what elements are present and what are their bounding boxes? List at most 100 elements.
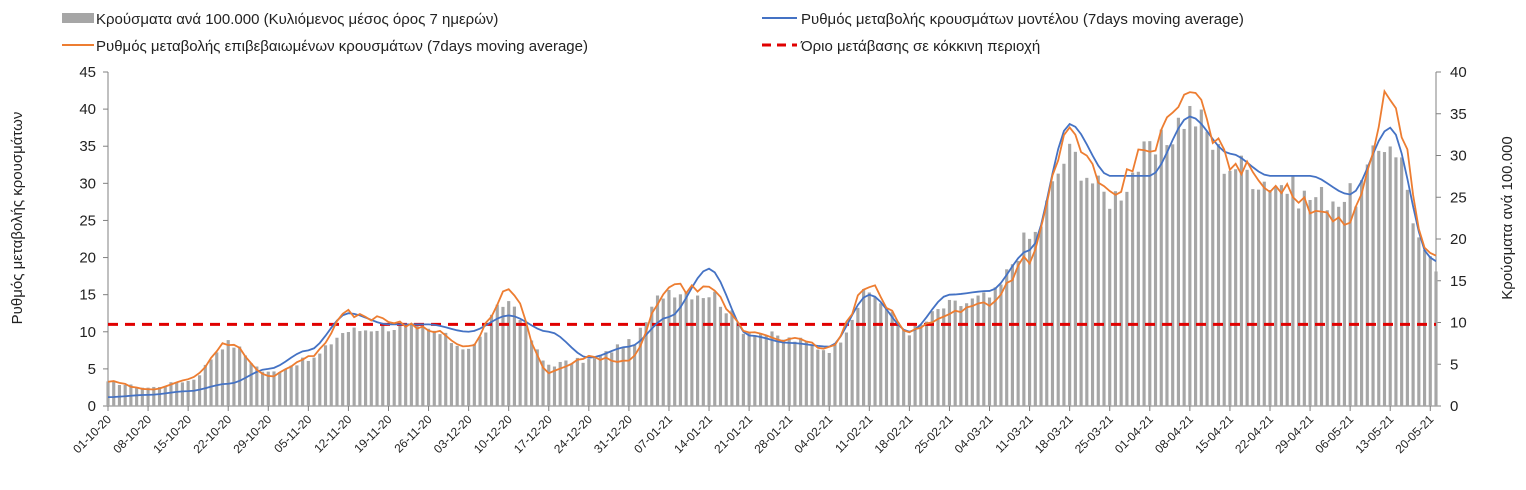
bar	[335, 337, 339, 406]
x-tick-label: 15-04-21	[1192, 412, 1236, 456]
bar	[398, 325, 402, 406]
bar	[1417, 237, 1421, 406]
bar	[799, 337, 803, 406]
bar	[461, 349, 465, 406]
y-right-tick-label: 20	[1450, 231, 1467, 248]
bar	[839, 342, 843, 406]
bar	[1176, 117, 1180, 406]
bar	[146, 387, 150, 406]
bar	[301, 357, 305, 406]
x-tick-label: 29-10-20	[231, 412, 275, 456]
bar	[432, 330, 436, 406]
legend-item-confirmed: Ρυθμός μεταβολής επιβεβαιωμένων κρουσμάτ…	[62, 38, 588, 55]
bar	[936, 309, 940, 406]
bar	[364, 330, 368, 406]
bar	[890, 311, 894, 406]
bar	[1033, 231, 1037, 406]
bar	[1205, 131, 1209, 406]
bar	[1354, 206, 1358, 406]
y-left-tick-label: 40	[79, 101, 96, 118]
bar	[152, 386, 156, 406]
bar	[1337, 206, 1341, 406]
bar	[598, 356, 602, 406]
bar	[272, 371, 276, 406]
x-tick-label: 15-10-20	[150, 412, 194, 456]
bar	[438, 334, 442, 406]
bar	[718, 306, 723, 406]
bar	[982, 292, 986, 406]
bar	[535, 349, 539, 406]
bar	[489, 314, 494, 406]
bar	[1360, 180, 1364, 406]
bar	[1119, 200, 1123, 406]
bar	[633, 344, 637, 406]
legend-label-bars: Κρούσματα ανά 100.000 (Κυλιόμενος μέσος …	[96, 11, 498, 28]
bar	[833, 343, 837, 406]
bar	[970, 298, 974, 406]
bar	[306, 360, 310, 406]
bar	[1113, 191, 1118, 406]
bar	[684, 291, 688, 406]
bar	[501, 306, 505, 406]
bar	[1262, 181, 1266, 406]
x-tick-label: 11-02-21	[832, 412, 875, 455]
bar	[243, 355, 247, 406]
y-left-tick-label: 20	[79, 250, 96, 267]
bar	[942, 308, 946, 406]
x-tick-label: 06-05-21	[1312, 412, 1356, 456]
x-tick-label: 01-10-20	[70, 412, 114, 456]
series-line-confirmed	[107, 88, 1437, 391]
bar	[907, 335, 911, 406]
bar	[987, 297, 992, 406]
bar	[787, 337, 791, 406]
y-right-tick-label: 5	[1450, 356, 1458, 373]
bar	[993, 287, 997, 406]
bar	[758, 333, 763, 406]
x-tick-label: 19-11-20	[351, 412, 394, 455]
x-tick-label: 08-10-20	[110, 412, 154, 456]
x-tick-label: 25-03-21	[1072, 412, 1116, 456]
legend-item-model: Ρυθμός μεταβολής κρουσμάτων μοντέλου (7d…	[762, 11, 1244, 28]
bar	[621, 347, 625, 406]
bar	[753, 335, 757, 406]
bar	[736, 322, 740, 406]
y-right-tick-label: 40	[1450, 64, 1467, 81]
x-tick-label: 18-02-21	[872, 412, 916, 456]
left-axis-ticks: 0 5 10 15 20 25 30 35 40 45	[79, 64, 108, 415]
bar	[1331, 201, 1335, 406]
bar	[673, 297, 677, 406]
y-right-tick-label: 30	[1450, 148, 1467, 165]
bar	[404, 324, 408, 406]
y-left-tick-label: 5	[88, 361, 96, 378]
legend-swatch-bars	[62, 13, 94, 23]
bar	[1405, 189, 1409, 406]
bar	[1022, 232, 1026, 406]
x-tick-label: 11-03-21	[992, 412, 1035, 455]
bar	[117, 384, 122, 406]
bar	[1256, 189, 1261, 406]
bar	[1079, 180, 1083, 406]
bar	[810, 344, 814, 406]
x-tick-label: 08-04-21	[1152, 412, 1196, 456]
bar	[919, 324, 923, 406]
x-tick-label: 03-12-20	[431, 412, 475, 456]
bar	[1085, 177, 1089, 406]
bar	[1148, 141, 1152, 406]
y-left-axis-title: Ρυθμός μεταβολής κρουσμάτων	[9, 112, 26, 325]
bar	[884, 308, 889, 406]
bar	[346, 332, 350, 406]
bar	[913, 325, 917, 406]
bar	[644, 322, 648, 406]
bar	[180, 382, 184, 406]
bar	[592, 358, 597, 406]
bar	[953, 300, 957, 406]
bar	[1428, 256, 1432, 406]
bar	[821, 350, 826, 406]
bar	[604, 351, 608, 406]
bar	[249, 363, 253, 406]
bar	[507, 301, 511, 406]
x-tick-label: 14-01-21	[671, 412, 715, 456]
bar	[1411, 223, 1415, 406]
bar	[615, 344, 620, 406]
bar	[409, 324, 413, 406]
